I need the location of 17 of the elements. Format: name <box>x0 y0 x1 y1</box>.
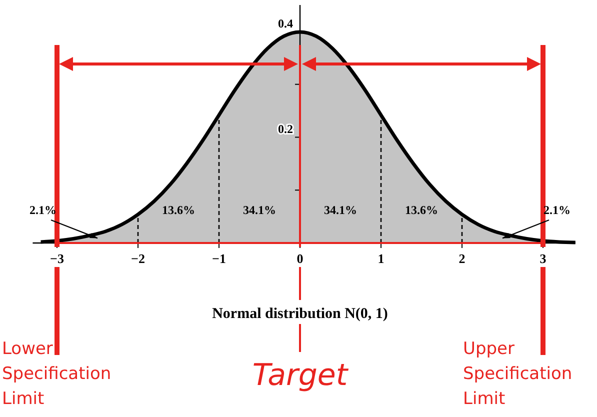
annotation: 34.1% <box>324 203 357 217</box>
y-tick-label: 0.2 <box>278 122 293 136</box>
x-tick-label: −1 <box>212 251 226 266</box>
annotation: 34.1% <box>243 203 276 217</box>
x-tick-label: −3 <box>50 251 64 266</box>
x-tick-label: −2 <box>131 251 145 266</box>
annotation: 13.6% <box>162 203 195 217</box>
annotation: 13.6% <box>405 203 438 217</box>
x-axis-title: Normal distribution N(0, 1) <box>212 306 388 322</box>
ref-line-label: Lower Specification Limit <box>2 339 112 409</box>
x-tick-label: 2 <box>458 251 466 266</box>
ref-line-label: Upper Specification Limit <box>463 339 572 409</box>
y-tick-label: 0.4 <box>278 16 293 30</box>
x-tick-label: 0 <box>296 251 304 266</box>
x-tick-label: 3 <box>540 251 547 266</box>
x-tick-label: 1 <box>378 251 384 266</box>
ref-line-label: Target <box>252 358 349 393</box>
